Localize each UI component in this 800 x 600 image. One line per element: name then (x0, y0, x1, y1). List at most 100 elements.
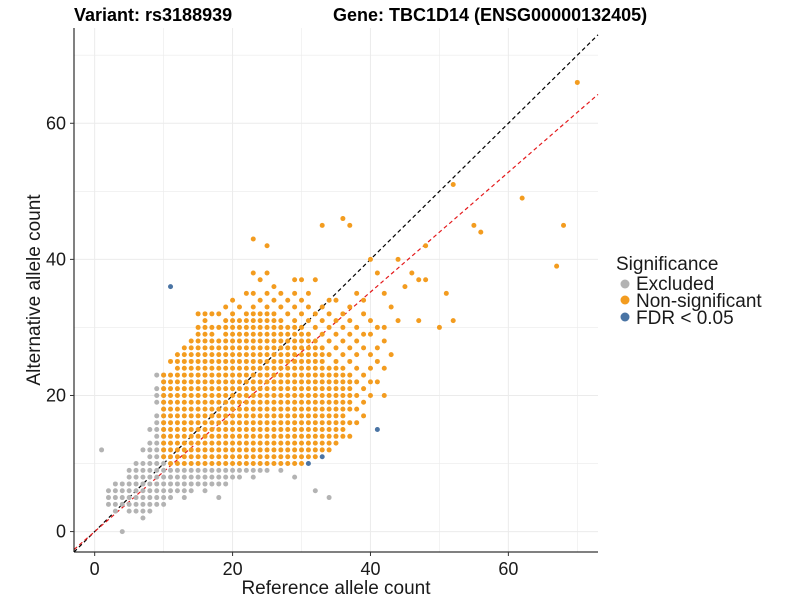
chart-title-variant: Variant: rs3188939 (74, 5, 232, 25)
point-non-significant (216, 379, 222, 385)
point-excluded (250, 467, 256, 473)
x-tick-label: 0 (90, 559, 100, 579)
point-non-significant (161, 420, 167, 426)
point-non-significant (278, 338, 284, 344)
point-non-significant (305, 372, 311, 378)
point-non-significant (285, 297, 291, 303)
point-non-significant (347, 399, 353, 405)
point-non-significant (202, 331, 208, 337)
point-non-significant (181, 440, 187, 446)
point-non-significant (181, 372, 187, 378)
point-non-significant (209, 338, 215, 344)
point-non-significant (305, 358, 311, 364)
point-non-significant (395, 256, 401, 262)
point-excluded (195, 481, 201, 487)
point-non-significant (236, 331, 242, 337)
point-non-significant (223, 413, 229, 419)
point-non-significant (230, 297, 236, 303)
point-non-significant (223, 338, 229, 344)
legend-swatch-excluded (620, 279, 630, 289)
point-non-significant (340, 413, 346, 419)
point-non-significant (333, 399, 339, 405)
point-non-significant (236, 399, 242, 405)
point-non-significant (326, 352, 332, 358)
point-non-significant (195, 454, 201, 460)
point-non-significant (250, 406, 256, 412)
point-non-significant (236, 427, 242, 433)
point-non-significant (181, 345, 187, 351)
point-non-significant (312, 365, 318, 371)
point-non-significant (257, 399, 263, 405)
point-non-significant (354, 290, 360, 296)
point-non-significant (264, 379, 270, 385)
point-excluded (147, 474, 153, 480)
point-non-significant (554, 263, 560, 269)
point-non-significant (326, 311, 332, 317)
point-non-significant (264, 413, 270, 419)
point-non-significant (367, 256, 373, 262)
point-excluded (119, 495, 125, 501)
point-non-significant (326, 338, 332, 344)
point-non-significant (367, 352, 373, 358)
point-non-significant (230, 461, 236, 467)
point-non-significant (367, 365, 373, 371)
chart-title-gene: Gene: TBC1D14 (ENSG00000132405) (333, 5, 647, 25)
point-non-significant (278, 440, 284, 446)
point-non-significant (257, 297, 263, 303)
point-non-significant (174, 365, 180, 371)
point-non-significant (216, 406, 222, 412)
point-non-significant (361, 386, 367, 392)
point-non-significant (285, 420, 291, 426)
point-non-significant (243, 454, 249, 460)
point-non-significant (161, 413, 167, 419)
point-non-significant (319, 345, 325, 351)
point-non-significant (340, 427, 346, 433)
point-non-significant (223, 358, 229, 364)
point-non-significant (216, 358, 222, 364)
point-non-significant (354, 379, 360, 385)
point-excluded (195, 474, 201, 480)
point-non-significant (264, 372, 270, 378)
point-non-significant (209, 447, 215, 453)
point-non-significant (236, 358, 242, 364)
point-non-significant (319, 413, 325, 419)
point-non-significant (250, 331, 256, 337)
point-non-significant (381, 365, 387, 371)
point-non-significant (250, 433, 256, 439)
point-excluded (161, 481, 167, 487)
point-non-significant (271, 338, 277, 344)
point-non-significant (319, 420, 325, 426)
point-excluded (326, 495, 332, 501)
point-non-significant (305, 338, 311, 344)
point-non-significant (209, 324, 215, 330)
point-non-significant (195, 311, 201, 317)
point-non-significant (278, 420, 284, 426)
point-excluded (181, 495, 187, 501)
point-non-significant (243, 399, 249, 405)
point-non-significant (209, 352, 215, 358)
point-non-significant (299, 461, 305, 467)
point-non-significant (230, 427, 236, 433)
point-non-significant (209, 358, 215, 364)
point-excluded (154, 474, 160, 480)
point-non-significant (271, 324, 277, 330)
point-non-significant (223, 420, 229, 426)
point-non-significant (340, 338, 346, 344)
point-excluded (161, 501, 167, 507)
point-non-significant (278, 413, 284, 419)
point-fdr-0-05 (305, 461, 311, 467)
point-excluded (147, 461, 153, 467)
point-non-significant (299, 454, 305, 460)
point-non-significant (209, 311, 215, 317)
point-non-significant (250, 236, 256, 242)
point-non-significant (174, 427, 180, 433)
point-non-significant (285, 413, 291, 419)
point-non-significant (319, 433, 325, 439)
point-non-significant (271, 420, 277, 426)
point-non-significant (271, 392, 277, 398)
point-non-significant (292, 447, 298, 453)
point-non-significant (333, 365, 339, 371)
point-non-significant (305, 318, 311, 324)
point-non-significant (292, 324, 298, 330)
point-excluded (223, 481, 229, 487)
